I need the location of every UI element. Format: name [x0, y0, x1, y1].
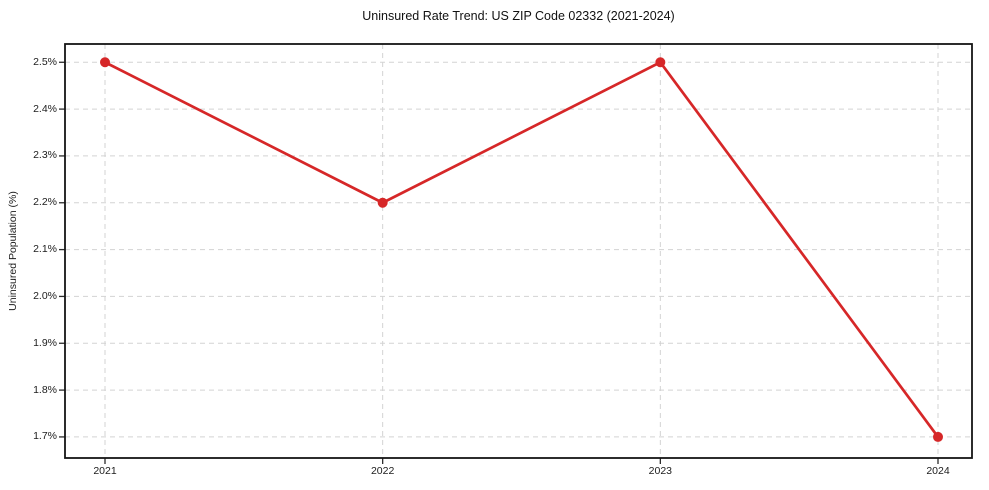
- y-tick-label: 2.3%: [33, 149, 57, 162]
- trend-line: [103, 60, 940, 439]
- data-point-marker: [655, 57, 666, 68]
- y-tick-label: 2.2%: [33, 196, 57, 209]
- data-point-marker: [100, 57, 110, 68]
- plot-border: [64, 43, 973, 459]
- y-tick-label: 1.8%: [33, 383, 57, 396]
- y-tick-label: 2.5%: [33, 55, 57, 68]
- y-tick-label: 1.7%: [33, 430, 57, 443]
- y-tick-label: 2.4%: [33, 102, 57, 115]
- x-tick-label: 2024: [926, 465, 950, 477]
- x-tick-label: 2022: [370, 465, 395, 477]
- data-point-marker: [933, 431, 943, 442]
- plot-area: [59, 43, 973, 464]
- y-tick-label: 2.1%: [33, 243, 57, 256]
- y-tick-label: 1.9%: [33, 336, 57, 349]
- chart-title: Uninsured Rate Trend: US ZIP Code 02332 …: [362, 9, 675, 23]
- data-point-marker: [377, 197, 388, 208]
- x-tick-label: 2021: [93, 465, 117, 477]
- y-tick-label: 2.0%: [33, 289, 57, 302]
- x-tick-label: 2023: [648, 465, 672, 477]
